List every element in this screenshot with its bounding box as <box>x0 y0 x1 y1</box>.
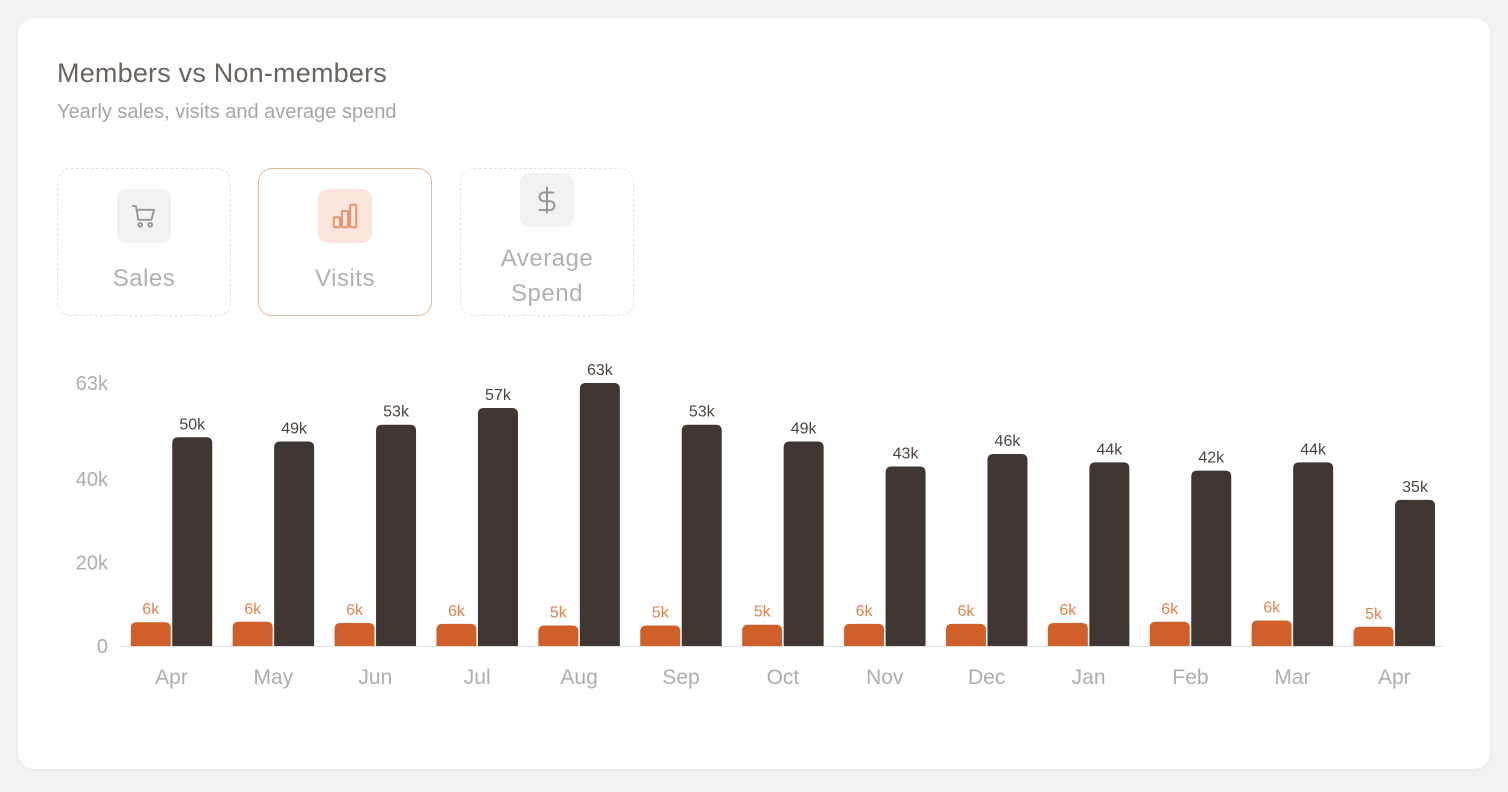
member-bar <box>640 625 681 646</box>
non-member-value-label: 43k <box>893 445 920 462</box>
member-value-label: 5k <box>754 604 772 621</box>
y-tick-label: 40k <box>76 469 109 491</box>
x-tick-label: Jun <box>358 666 392 689</box>
non-member-bar <box>477 408 518 646</box>
non-member-bar <box>376 424 417 646</box>
non-member-bar <box>1293 462 1334 646</box>
member-value-label: 6k <box>1059 602 1077 619</box>
x-tick-label: Feb <box>1172 666 1208 689</box>
member-bar <box>334 623 375 646</box>
x-tick-label: Mar <box>1274 666 1310 689</box>
non-member-value-label: 50k <box>179 416 206 433</box>
member-bar <box>1251 620 1292 646</box>
non-member-bar <box>987 453 1028 646</box>
member-value-label: 6k <box>1263 600 1281 617</box>
non-member-bar <box>1089 462 1130 646</box>
tab-average-spend[interactable]: Average Spend <box>460 168 634 316</box>
member-bar <box>232 621 273 646</box>
non-member-bar <box>274 441 315 646</box>
non-member-value-label: 53k <box>383 404 410 421</box>
member-value-label: 5k <box>1365 606 1383 623</box>
tab-average-spend-label: Average Spend <box>500 245 594 307</box>
non-member-value-label: 44k <box>1300 441 1327 458</box>
member-bar <box>130 622 171 646</box>
card-subtitle: Yearly sales, visits and average spend <box>57 101 397 123</box>
non-member-bar <box>885 466 926 646</box>
member-value-label: 6k <box>856 603 874 620</box>
member-value-label: 6k <box>448 603 466 620</box>
dollar-icon <box>520 173 574 227</box>
member-value-label: 5k <box>550 605 568 622</box>
member-value-label: 6k <box>244 601 262 618</box>
member-value-label: 6k <box>1161 601 1179 618</box>
x-tick-label: Oct <box>767 666 800 689</box>
tab-sales-label: Sales <box>112 264 176 292</box>
bar-chart-icon <box>318 188 372 243</box>
member-value-label: 5k <box>652 605 670 622</box>
x-tick-label: Aug <box>560 666 597 689</box>
x-tick-label: Jul <box>464 666 491 689</box>
non-member-value-label: 44k <box>1096 441 1123 458</box>
non-member-bar <box>579 383 620 646</box>
tab-visits-label: Visits <box>315 264 375 292</box>
member-bar <box>538 625 579 646</box>
y-tick-label: 20k <box>76 553 109 575</box>
member-bar <box>1353 626 1394 646</box>
x-tick-label: Dec <box>968 666 1005 689</box>
shopping-cart-icon <box>117 188 171 243</box>
non-member-value-label: 49k <box>791 420 818 437</box>
tab-sales[interactable]: Sales <box>57 168 231 316</box>
member-bar <box>742 624 783 646</box>
y-tick-label: 0 <box>97 636 108 658</box>
x-tick-label: Apr <box>1378 666 1411 689</box>
non-member-bar <box>1191 470 1232 646</box>
member-value-label: 6k <box>346 602 364 619</box>
x-tick-label: Apr <box>155 666 188 689</box>
x-tick-label: Nov <box>866 666 904 689</box>
non-member-value-label: 42k <box>1198 450 1225 467</box>
member-bar <box>844 623 885 646</box>
non-member-value-label: 53k <box>689 404 716 421</box>
x-tick-label: Sep <box>662 666 699 689</box>
y-tick-label: 63k <box>76 373 109 395</box>
non-member-bar <box>783 441 824 646</box>
member-value-label: 6k <box>142 601 160 618</box>
card-title: Members vs Non-members <box>57 58 387 88</box>
non-member-value-label: 63k <box>587 362 614 379</box>
non-member-bar <box>1395 499 1436 646</box>
non-member-value-label: 46k <box>995 433 1022 450</box>
non-member-value-label: 49k <box>281 420 308 437</box>
non-member-value-label: 35k <box>1402 479 1429 496</box>
non-member-bar <box>172 437 213 646</box>
member-value-label: 6k <box>957 603 975 620</box>
x-tick-label: Jan <box>1072 666 1106 689</box>
non-member-bar <box>681 424 722 646</box>
member-bar <box>1047 623 1088 646</box>
member-bar <box>1149 621 1190 646</box>
non-member-value-label: 57k <box>485 387 512 404</box>
member-bar <box>945 623 986 646</box>
tab-visits[interactable]: Visits <box>258 168 432 316</box>
x-tick-label: May <box>254 666 294 689</box>
member-bar <box>436 623 477 646</box>
